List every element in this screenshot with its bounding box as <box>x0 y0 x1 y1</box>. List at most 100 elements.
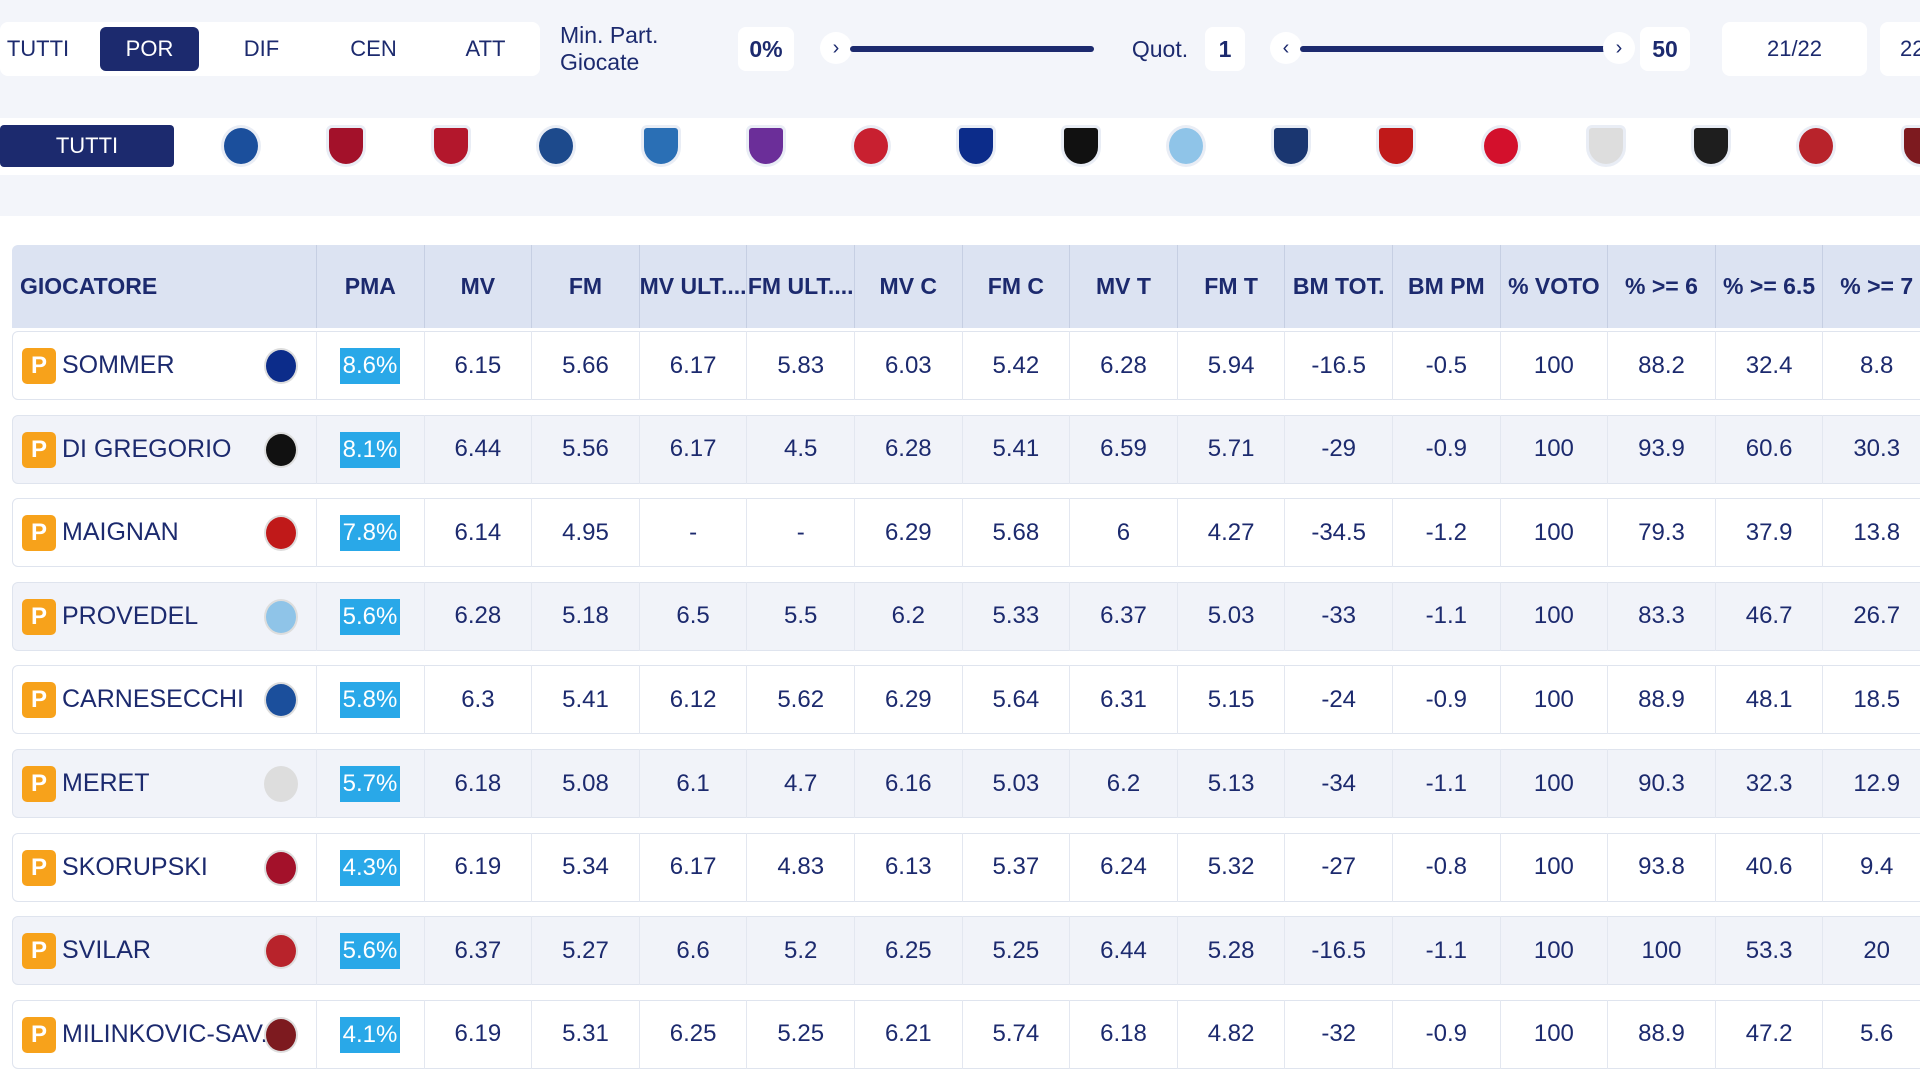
team-logo[interactable] <box>746 125 786 167</box>
column-header[interactable]: % VOTO <box>1499 245 1608 328</box>
role-badge: P <box>22 766 56 802</box>
team-logo[interactable] <box>326 125 366 167</box>
season[interactable]: 21/22 <box>1722 22 1867 76</box>
pma-badge: 5.8% <box>340 682 400 719</box>
team-logo <box>264 849 298 886</box>
player-name: MAIGNAN <box>62 518 179 547</box>
column-header[interactable]: % >= 6.5 <box>1714 245 1823 328</box>
cell: 9.4 <box>1822 832 1920 902</box>
team-logo[interactable] <box>851 125 891 167</box>
role-filter <box>0 22 540 76</box>
role-badge: P <box>22 431 56 468</box>
team-all[interactable]: TUTTI <box>0 125 174 167</box>
team-logo[interactable] <box>1061 125 1101 167</box>
cell: -0.5 <box>1392 331 1500 400</box>
column-header[interactable]: FM T <box>1176 245 1285 328</box>
slider-left[interactable]: › <box>820 32 852 64</box>
column-header[interactable]: FM C <box>961 245 1070 328</box>
table-row[interactable] <box>12 749 1920 818</box>
cell: 93.9 <box>1607 414 1715 484</box>
cell: 88.9 <box>1607 999 1715 1069</box>
role-badge: P <box>22 348 56 384</box>
team-logo[interactable] <box>641 125 681 167</box>
cell: 47.2 <box>1714 999 1823 1069</box>
table-header-bg <box>12 245 1920 328</box>
cell: 5.15 <box>1176 665 1285 735</box>
cell: -0.9 <box>1392 414 1500 484</box>
cell: 6.29 <box>854 498 962 568</box>
table-row[interactable] <box>12 916 1920 986</box>
cell: 5.08 <box>531 749 639 818</box>
cell: 5.62 <box>746 665 854 735</box>
table-row[interactable] <box>12 665 1920 735</box>
team-logo[interactable] <box>1481 125 1521 167</box>
cell-divider <box>316 665 317 735</box>
slider-track[interactable] <box>850 46 1094 52</box>
role-button[interactable]: POR <box>100 27 199 71</box>
cell: 6.18 <box>423 749 532 818</box>
cell: 6.59 <box>1069 414 1177 484</box>
table-row[interactable] <box>12 832 1920 902</box>
team-logo[interactable] <box>1586 125 1626 167</box>
role-button[interactable]: ATT <box>465 36 506 61</box>
cell: 5.25 <box>961 916 1070 986</box>
quot-max[interactable]: 50 <box>1640 27 1690 71</box>
table-row[interactable] <box>12 999 1920 1069</box>
role-button[interactable]: CEN <box>350 36 397 61</box>
column-header[interactable]: PMA <box>316 245 424 328</box>
team-logo[interactable] <box>1376 125 1416 167</box>
quot-min[interactable]: 1 <box>1205 27 1245 71</box>
column-header[interactable]: MV C <box>854 245 962 328</box>
cell: 5.68 <box>961 498 1070 568</box>
cell: 4.27 <box>1176 498 1285 568</box>
cell: 5.37 <box>961 832 1070 902</box>
column-header[interactable]: % >= 7 <box>1822 245 1920 328</box>
cell: -24 <box>1284 665 1392 735</box>
cell: 6.24 <box>1069 832 1177 902</box>
cell: 6.2 <box>854 581 962 651</box>
cell: 13.8 <box>1822 498 1920 568</box>
slider-right[interactable]: › <box>1603 32 1635 64</box>
column-header[interactable]: BM PM <box>1392 245 1500 328</box>
cell-divider <box>316 498 317 568</box>
cell: 18.5 <box>1822 665 1920 735</box>
team-logo[interactable] <box>221 125 261 167</box>
cell: 4.95 <box>531 498 639 568</box>
column-header[interactable]: GIOCATORE <box>20 273 158 299</box>
team-logo[interactable] <box>1796 125 1836 167</box>
team-logo[interactable] <box>431 125 471 167</box>
role-button[interactable]: DIF <box>243 36 280 61</box>
player-name: PROVEDEL <box>62 601 199 630</box>
role-button[interactable]: TUTTI <box>6 36 70 61</box>
season[interactable]: 22 <box>1880 22 1920 76</box>
role-badge: P <box>22 849 56 886</box>
cell: 5.25 <box>746 999 854 1069</box>
column-header[interactable]: MV <box>423 245 532 328</box>
min-value[interactable]: 0% <box>738 27 794 71</box>
column-header[interactable]: MV T <box>1069 245 1177 328</box>
cell: 5.18 <box>531 581 639 651</box>
table-row[interactable] <box>12 331 1920 400</box>
slider-track[interactable] <box>1300 46 1606 52</box>
column-header[interactable]: % >= 6 <box>1607 245 1715 328</box>
table-row[interactable] <box>12 498 1920 568</box>
cell: 6.13 <box>854 832 962 902</box>
table-row[interactable] <box>12 581 1920 651</box>
team-logo[interactable] <box>1691 125 1731 167</box>
column-header[interactable]: MV ULT.... <box>638 245 746 328</box>
cell: 5.13 <box>1176 749 1285 818</box>
team-logo[interactable] <box>1166 125 1206 167</box>
slider-left[interactable]: ‹ <box>1270 32 1302 64</box>
pma-badge: 5.6% <box>340 933 400 970</box>
team-logo[interactable] <box>1271 125 1311 167</box>
table-row[interactable] <box>12 414 1920 484</box>
column-header[interactable]: FM ULT.... <box>746 245 854 328</box>
cell-divider <box>316 832 317 902</box>
cell-divider <box>316 414 317 484</box>
column-header[interactable]: FM <box>531 245 639 328</box>
column-header[interactable]: BM TOT. <box>1284 245 1392 328</box>
cell-divider <box>316 331 317 400</box>
team-logo[interactable] <box>536 125 576 167</box>
team-logo[interactable] <box>956 125 996 167</box>
cell: 5.32 <box>1176 832 1285 902</box>
